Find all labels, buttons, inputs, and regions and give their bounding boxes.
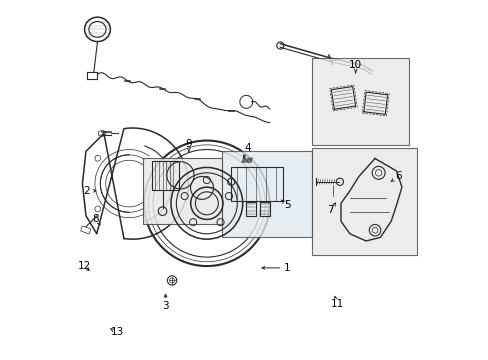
Text: 5: 5 bbox=[284, 200, 290, 210]
Bar bbox=[311, 58, 408, 145]
Text: 1: 1 bbox=[284, 263, 290, 273]
Text: 12: 12 bbox=[78, 261, 91, 271]
Text: 10: 10 bbox=[348, 60, 362, 70]
Bar bbox=[222, 151, 311, 237]
Text: 8: 8 bbox=[92, 215, 99, 224]
Bar bbox=[245, 202, 255, 216]
Text: 9: 9 bbox=[185, 139, 192, 149]
Bar bbox=[311, 148, 416, 255]
Text: 7: 7 bbox=[326, 206, 333, 216]
Bar bbox=[260, 202, 269, 216]
Text: 3: 3 bbox=[162, 301, 168, 311]
Text: 4: 4 bbox=[244, 143, 251, 153]
Bar bbox=[151, 161, 178, 190]
Text: 2: 2 bbox=[83, 186, 90, 196]
Bar bbox=[81, 226, 91, 234]
Text: 6: 6 bbox=[395, 171, 401, 181]
Bar bbox=[231, 167, 283, 201]
Bar bbox=[142, 158, 222, 225]
Text: 11: 11 bbox=[330, 299, 344, 309]
Text: 13: 13 bbox=[110, 327, 123, 337]
